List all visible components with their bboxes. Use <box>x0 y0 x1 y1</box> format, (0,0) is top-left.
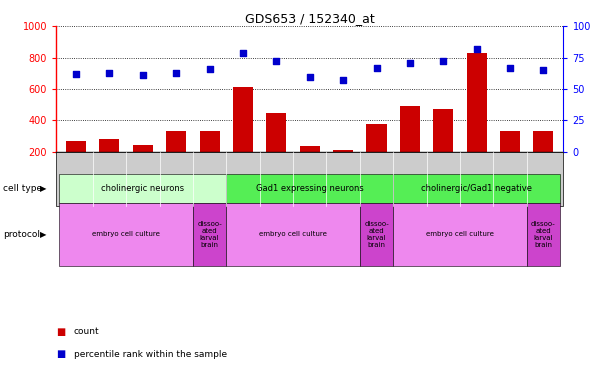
Point <box>271 58 281 64</box>
Text: ■: ■ <box>56 350 65 359</box>
Bar <box>133 145 153 183</box>
Point <box>238 50 248 55</box>
Point <box>372 65 381 71</box>
Bar <box>333 150 353 183</box>
Text: dissoo-
ated
larval
brain: dissoo- ated larval brain <box>531 221 556 248</box>
Text: dissoo-
ated
larval
brain: dissoo- ated larval brain <box>197 221 222 248</box>
Point <box>438 58 448 64</box>
Bar <box>199 132 219 183</box>
Bar <box>400 106 420 183</box>
Bar <box>300 146 320 183</box>
Bar <box>500 130 520 183</box>
Point <box>105 70 114 76</box>
Point <box>172 70 181 76</box>
Bar <box>533 132 553 183</box>
Point <box>205 66 214 72</box>
Text: ▶: ▶ <box>40 184 47 193</box>
Bar <box>66 141 86 183</box>
Point <box>539 67 548 73</box>
Bar <box>233 87 253 183</box>
Text: protocol: protocol <box>3 230 40 239</box>
Point <box>405 60 415 66</box>
Text: Gad1 expressing neurons: Gad1 expressing neurons <box>256 184 363 193</box>
Text: ▶: ▶ <box>40 230 47 239</box>
Text: embryo cell culture: embryo cell culture <box>426 231 494 237</box>
Point <box>339 77 348 83</box>
Point <box>305 74 314 80</box>
Point <box>472 46 481 52</box>
Text: percentile rank within the sample: percentile rank within the sample <box>74 350 227 359</box>
Text: cholinergic/Gad1 negative: cholinergic/Gad1 negative <box>421 184 532 193</box>
Text: cholinergic neurons: cholinergic neurons <box>101 184 185 193</box>
Point <box>505 65 514 71</box>
Title: GDS653 / 152340_at: GDS653 / 152340_at <box>245 12 375 25</box>
Text: embryo cell culture: embryo cell culture <box>259 231 327 237</box>
Bar <box>100 138 119 183</box>
Text: dissoo-
ated
larval
brain: dissoo- ated larval brain <box>364 221 389 248</box>
Text: cell type: cell type <box>3 184 42 193</box>
Text: count: count <box>74 327 99 336</box>
Text: embryo cell culture: embryo cell culture <box>92 231 160 237</box>
Bar <box>166 132 186 183</box>
Point <box>71 71 81 77</box>
Text: ■: ■ <box>56 327 65 337</box>
Point <box>138 72 148 78</box>
Bar <box>266 112 286 183</box>
Bar <box>467 53 487 183</box>
Bar <box>433 110 453 183</box>
Bar <box>366 124 386 183</box>
